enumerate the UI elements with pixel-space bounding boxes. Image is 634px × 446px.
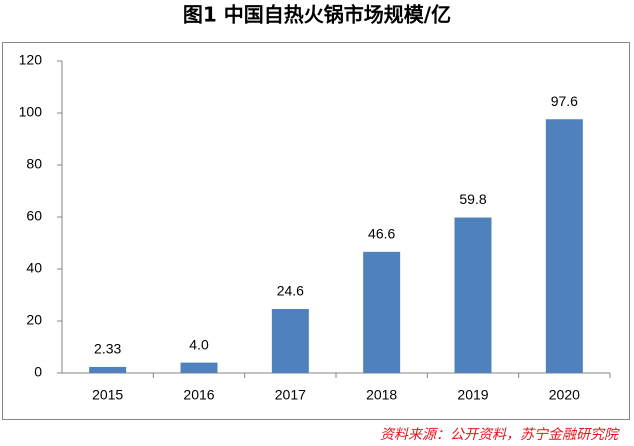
bar — [454, 217, 492, 373]
value-label: 46.6 — [368, 226, 395, 242]
value-label: 59.8 — [459, 191, 486, 207]
bar — [271, 309, 309, 373]
bar — [545, 119, 583, 374]
source-note: 资料来源：公开资料，苏宁金融研究院 — [380, 427, 620, 443]
x-tick-label: 2020 — [549, 387, 580, 403]
x-tick-label: 2015 — [92, 387, 123, 403]
y-tick-label: 120 — [19, 52, 43, 68]
value-label: 4.0 — [189, 336, 209, 352]
y-tick-label: 0 — [34, 364, 42, 380]
value-label: 24.6 — [277, 283, 304, 299]
y-tick-label: 60 — [26, 208, 42, 224]
x-tick-label: 2019 — [457, 387, 488, 403]
chart-title: 图1 中国自热火锅市场规模/亿 — [183, 3, 451, 27]
y-tick-label: 40 — [26, 260, 42, 276]
x-tick-label: 2018 — [366, 387, 397, 403]
bar — [180, 362, 218, 373]
value-label: 2.33 — [94, 341, 121, 357]
chart-frame — [2, 42, 630, 420]
bar — [363, 251, 401, 373]
y-tick-label: 100 — [19, 104, 43, 120]
x-tick-label: 2016 — [183, 387, 214, 403]
bar — [89, 366, 127, 373]
value-label: 97.6 — [551, 93, 578, 109]
y-tick-label: 20 — [26, 312, 42, 328]
y-tick-label: 80 — [26, 156, 42, 172]
x-tick-label: 2017 — [275, 387, 306, 403]
